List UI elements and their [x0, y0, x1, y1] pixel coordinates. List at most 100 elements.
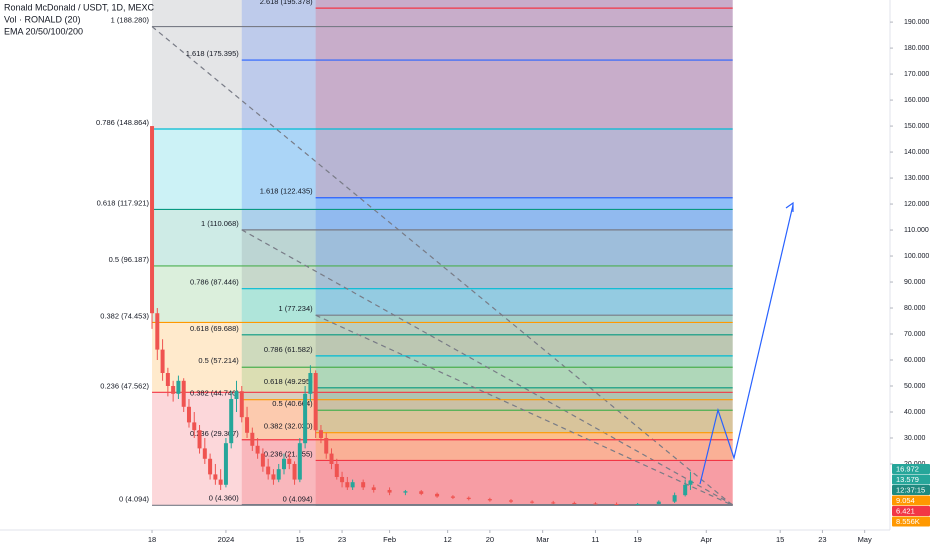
x-tick-label: 19	[634, 535, 642, 544]
candle-body	[419, 491, 424, 494]
candle-body	[255, 445, 260, 454]
y-tick-label: 170.000	[904, 71, 929, 78]
candle-body	[614, 504, 619, 506]
x-tick-label: 15	[776, 535, 784, 544]
candle-body	[245, 417, 250, 433]
y-tick-label: 40.000	[904, 409, 926, 416]
y-tick-label: 70.000	[904, 331, 926, 338]
x-tick-label: 18	[148, 535, 156, 544]
candle-body	[218, 479, 223, 485]
price-tag	[892, 516, 930, 527]
fib-band	[152, 265, 733, 323]
candle-body	[530, 501, 535, 503]
candle-body	[466, 497, 471, 500]
candle-body	[345, 482, 350, 488]
candle-body	[672, 495, 677, 502]
fib-label: 0.786 (87.446)	[190, 278, 239, 287]
price-axis	[890, 0, 932, 550]
candle-body	[229, 398, 234, 444]
candle-body	[297, 443, 302, 480]
fib-label: 0.236 (29.307)	[190, 429, 239, 438]
y-tick-label: 100.000	[904, 253, 929, 260]
x-tick-label: 20	[486, 535, 494, 544]
price-tag	[892, 495, 930, 506]
candle-body	[165, 373, 170, 386]
candle-body	[213, 474, 218, 480]
candle-body	[150, 126, 155, 314]
candle-body	[635, 504, 640, 506]
candle-body	[266, 466, 271, 475]
candle-body	[572, 502, 577, 504]
y-tick-label: 90.000	[904, 279, 926, 286]
fib-label: 0.618 (117.921)	[97, 198, 150, 207]
fib-band	[315, 315, 733, 356]
fib-label: 0.382 (44.740)	[190, 389, 239, 398]
candle-body	[197, 430, 202, 449]
fib-label: 1 (188.280)	[111, 16, 150, 25]
price-tag	[892, 464, 930, 474]
fib-label: 2.618 (195.378)	[260, 0, 313, 6]
candle-body	[176, 380, 181, 394]
candle-body	[683, 484, 688, 496]
candle-body	[450, 496, 455, 498]
fib-label: 0.236 (47.562)	[100, 381, 149, 390]
candle-body	[313, 373, 318, 431]
fib-label: 0.5 (40.664)	[272, 399, 313, 408]
candle-body	[171, 385, 176, 394]
fib-band	[315, 355, 733, 388]
candle-body	[340, 476, 345, 483]
price-tag-label: 9.054	[896, 496, 915, 505]
candle-body	[234, 391, 239, 399]
y-tick-label: 120.000	[904, 201, 929, 208]
y-tick-label: 190.000	[904, 19, 929, 26]
fib-band	[241, 60, 733, 230]
fib-label: 0.618 (69.688)	[190, 324, 239, 333]
y-tick-label: 80.000	[904, 305, 926, 312]
x-tick-label: 11	[592, 535, 600, 544]
price-tag	[892, 506, 930, 516]
x-tick-label: 12	[443, 535, 451, 544]
fib-band	[315, 387, 733, 411]
fib-bands	[152, 0, 733, 506]
y-tick-label: 150.000	[904, 123, 929, 130]
candle-body	[508, 500, 513, 502]
candle-body	[324, 437, 329, 454]
price-tag-label: 8.556K	[896, 517, 920, 526]
y-tick-label: 180.000	[904, 45, 929, 52]
candle-body	[329, 453, 334, 464]
fib-band	[152, 392, 733, 506]
projection-arrowhead	[785, 201, 794, 212]
fib-label: 0.382 (74.453)	[100, 311, 149, 320]
candle-body	[186, 406, 191, 423]
candle-body	[155, 313, 160, 350]
y-tick-label: 30.000	[904, 435, 926, 442]
y-tick-label: 50.000	[904, 383, 926, 390]
fib-band	[152, 0, 733, 27]
fib-band	[315, 410, 733, 433]
indicator-label: Vol · RONALD (20)	[4, 14, 81, 24]
fib-label: 0 (4.360)	[209, 494, 240, 503]
x-tick-label: Apr	[700, 535, 712, 544]
candle-body	[593, 503, 598, 505]
fib-label: 0.382 (32.030)	[264, 422, 313, 431]
candle-body	[318, 430, 323, 438]
y-tick-label: 140.000	[904, 149, 929, 156]
y-tick-label: 60.000	[904, 357, 926, 364]
candle-body	[308, 373, 313, 394]
fib-label: 0.786 (148.864)	[96, 118, 149, 127]
fib-band	[315, 460, 733, 506]
x-tick-label: 15	[296, 535, 304, 544]
candle-body	[223, 443, 228, 485]
fib-label: 1 (110.068)	[201, 219, 239, 228]
fib-label: 0.786 (61.582)	[264, 345, 313, 354]
candle-body	[371, 487, 376, 490]
candle-body	[287, 458, 292, 464]
x-tick-label: Mar	[536, 535, 549, 544]
axes: 20.00030.00040.00050.00060.00070.00080.0…	[148, 19, 930, 544]
x-tick-label: 23	[818, 535, 826, 544]
price-tag-label: 6.421	[896, 506, 915, 515]
candle-body	[292, 463, 297, 480]
candle-body	[361, 482, 366, 488]
fib-band	[152, 209, 733, 266]
